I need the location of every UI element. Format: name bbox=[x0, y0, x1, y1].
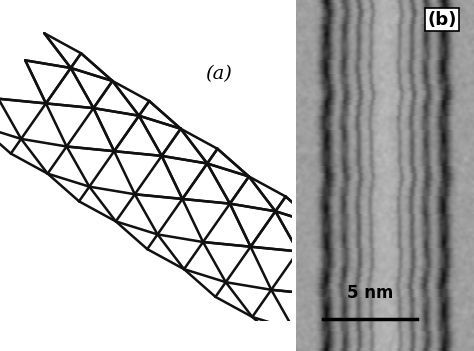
Text: 5 nm: 5 nm bbox=[347, 284, 393, 302]
Text: (a): (a) bbox=[205, 65, 232, 83]
Text: (b): (b) bbox=[428, 11, 456, 28]
